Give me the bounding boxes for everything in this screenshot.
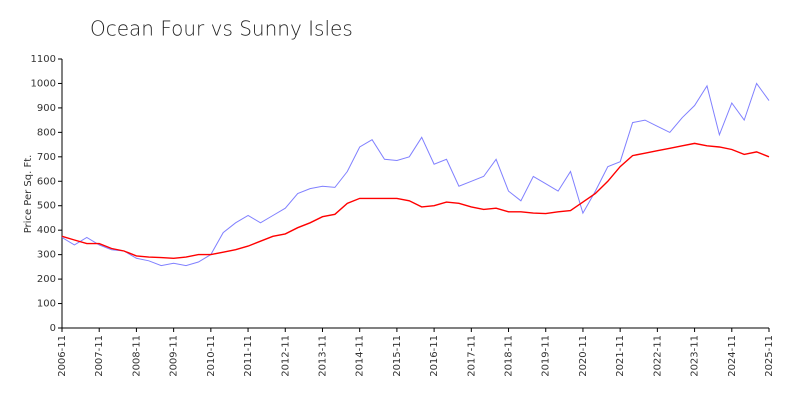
y-tick-label: 200: [37, 274, 56, 285]
x-tick-label: 2010-11: [206, 335, 217, 377]
x-tick-label: 2006-11: [57, 335, 68, 377]
chart-title: Ocean Four vs Sunny Isles: [90, 17, 353, 41]
x-tick-label: 2012-11: [280, 335, 291, 377]
y-tick-label: 700: [37, 152, 56, 163]
x-tick-label: 2021-11: [615, 335, 626, 377]
x-tick-label: 2009-11: [169, 335, 180, 377]
y-tick-label: 0: [50, 323, 56, 334]
x-tick-label: 2014-11: [355, 335, 366, 377]
x-tick-label: 2023-11: [690, 335, 701, 377]
y-tick-label: 800: [37, 127, 56, 138]
x-tick-label: 2018-11: [504, 335, 515, 377]
y-tick-label: 1000: [31, 78, 56, 89]
y-tick-label: 1100: [31, 54, 56, 65]
x-tick-label: 2025-11: [764, 335, 775, 377]
x-tick-label: 2022-11: [652, 335, 663, 377]
x-tick-label: 2007-11: [94, 335, 105, 377]
y-tick-label: 500: [37, 201, 56, 212]
x-tick-label: 2008-11: [131, 335, 142, 377]
y-axis-label: Price Per Sq. Ft.: [23, 155, 34, 234]
y-tick-label: 400: [37, 225, 56, 236]
y-tick-label: 900: [37, 103, 56, 114]
x-tick-label: 2024-11: [727, 335, 738, 377]
x-tick-label: 2016-11: [429, 335, 440, 377]
y-tick-label: 300: [37, 250, 56, 261]
x-tick-label: 2017-11: [466, 335, 477, 377]
series-line: [61, 142, 770, 260]
y-tick-label: 100: [37, 299, 56, 310]
series-line: [61, 82, 770, 267]
x-tick-label: 2015-11: [392, 335, 403, 377]
x-tick-label: 2020-11: [578, 335, 589, 377]
y-tick-label: 600: [37, 176, 56, 187]
x-tick-label: 2013-11: [317, 335, 328, 377]
x-tick-label: 2019-11: [541, 335, 552, 377]
x-tick-label: 2011-11: [243, 335, 254, 377]
